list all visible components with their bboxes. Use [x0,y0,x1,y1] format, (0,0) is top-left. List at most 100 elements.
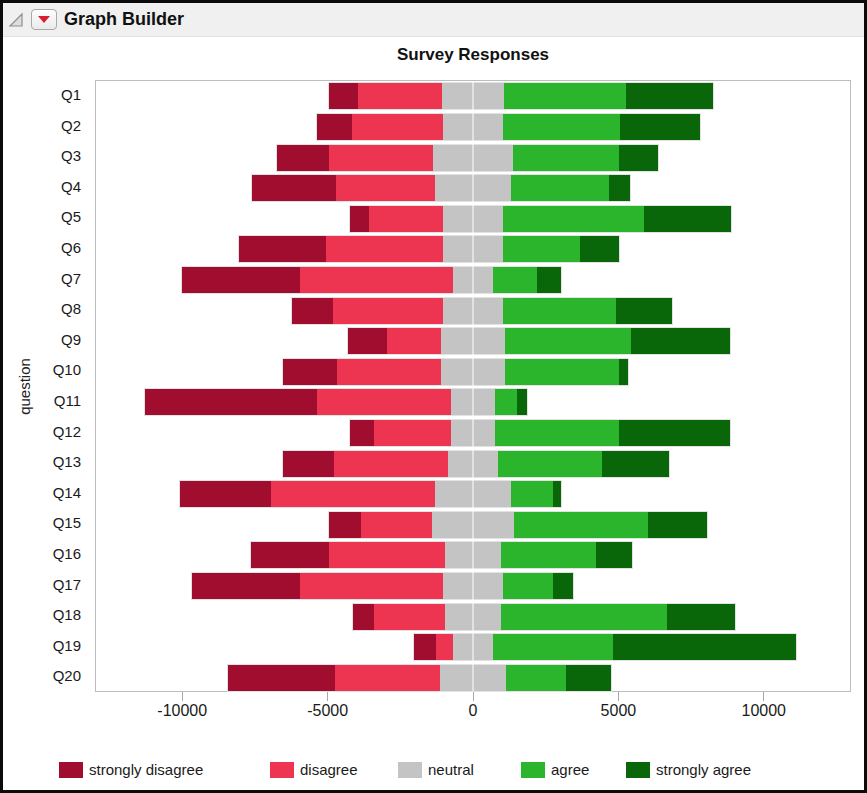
bar-segment-neutral[interactable] [443,298,502,324]
bar-q20[interactable] [228,665,611,691]
bar-segment-neutral[interactable] [441,328,505,354]
bar-segment-strongly-agree[interactable] [580,236,619,262]
bar-segment-strongly-disagree[interactable] [239,236,326,262]
bar-segment-strongly-agree[interactable] [566,665,611,691]
bar-segment-strongly-disagree[interactable] [317,114,352,140]
bar-segment-agree[interactable] [511,175,608,201]
bar-segment-strongly-agree[interactable] [626,83,713,109]
bar-segment-strongly-agree[interactable] [619,145,658,171]
bar-segment-strongly-disagree[interactable] [329,83,358,109]
bar-segment-strongly-disagree[interactable] [329,512,361,538]
bar-segment-agree[interactable] [505,359,620,385]
bar-q13[interactable] [283,451,669,477]
bar-q8[interactable] [292,298,672,324]
bar-segment-disagree[interactable] [326,236,443,262]
bar-segment-agree[interactable] [495,389,517,415]
bar-segment-neutral[interactable] [451,389,496,415]
bar-segment-neutral[interactable] [433,145,513,171]
bar-segment-strongly-disagree[interactable] [192,573,301,599]
bar-segment-strongly-disagree[interactable] [350,206,369,232]
bar-segment-strongly-disagree[interactable] [182,267,299,293]
bar-segment-disagree[interactable] [334,451,449,477]
bar-segment-disagree[interactable] [329,542,445,568]
bar-segment-disagree[interactable] [300,267,454,293]
legend-swatch-neutral[interactable] [398,762,422,778]
bar-segment-disagree[interactable] [336,175,435,201]
bar-segment-strongly-disagree[interactable] [292,298,333,324]
bar-segment-strongly-agree[interactable] [602,451,669,477]
bar-segment-neutral[interactable] [432,512,515,538]
bar-segment-strongly-disagree[interactable] [252,175,336,201]
bar-segment-disagree[interactable] [352,114,443,140]
bar-q18[interactable] [353,604,734,630]
bar-segment-strongly-agree[interactable] [644,206,731,232]
bar-segment-neutral[interactable] [451,420,496,446]
bar-q19[interactable] [414,634,795,660]
bar-segment-agree[interactable] [514,512,647,538]
bar-segment-agree[interactable] [503,236,580,262]
bar-segment-disagree[interactable] [271,481,435,507]
bar-q14[interactable] [180,481,561,507]
bar-segment-disagree[interactable] [374,604,445,630]
bar-segment-agree[interactable] [498,451,602,477]
bar-segment-agree[interactable] [506,665,565,691]
bar-q11[interactable] [145,389,528,415]
bar-segment-disagree[interactable] [337,359,441,385]
bar-segment-neutral[interactable] [443,573,504,599]
bar-segment-disagree[interactable] [374,420,451,446]
bar-segment-disagree[interactable] [300,573,442,599]
bar-segment-strongly-agree[interactable] [667,604,735,630]
bar-segment-strongly-disagree[interactable] [283,451,334,477]
legend-swatch-disagree[interactable] [270,762,294,778]
bar-segment-disagree[interactable] [333,298,443,324]
bar-segment-disagree[interactable] [329,145,433,171]
bar-segment-agree[interactable] [503,573,552,599]
bar-q17[interactable] [192,573,573,599]
bar-segment-disagree[interactable] [317,389,450,415]
bar-segment-strongly-agree[interactable] [609,175,631,201]
bar-q4[interactable] [252,175,630,201]
bar-segment-strongly-disagree[interactable] [145,389,318,415]
bar-segment-strongly-disagree[interactable] [348,328,387,354]
bar-segment-agree[interactable] [501,604,666,630]
legend-swatch-strongly-agree[interactable] [626,762,650,778]
bar-segment-neutral[interactable] [443,236,502,262]
bar-segment-strongly-disagree[interactable] [283,359,337,385]
bar-segment-strongly-disagree[interactable] [251,542,329,568]
bar-segment-neutral[interactable] [440,665,507,691]
bar-q2[interactable] [317,114,700,140]
bar-segment-neutral[interactable] [442,83,504,109]
bar-segment-neutral[interactable] [435,175,512,201]
bar-segment-strongly-disagree[interactable] [350,420,373,446]
bar-segment-disagree[interactable] [436,634,453,660]
bar-segment-strongly-agree[interactable] [596,542,632,568]
bar-segment-agree[interactable] [511,481,553,507]
bar-segment-neutral[interactable] [445,604,502,630]
bar-segment-strongly-agree[interactable] [619,420,731,446]
bar-segment-disagree[interactable] [358,83,442,109]
bar-q5[interactable] [350,206,731,232]
legend-swatch-strongly-disagree[interactable] [59,762,83,778]
bar-segment-disagree[interactable] [335,665,439,691]
bar-segment-neutral[interactable] [448,451,497,477]
bar-segment-strongly-disagree[interactable] [414,634,436,660]
bar-q12[interactable] [350,420,730,446]
plot-area[interactable] [95,80,851,692]
bar-segment-strongly-agree[interactable] [616,298,673,324]
bar-segment-neutral[interactable] [443,206,504,232]
bar-segment-strongly-agree[interactable] [631,328,730,354]
bar-q9[interactable] [348,328,729,354]
legend-swatch-agree[interactable] [521,762,545,778]
red-triangle-menu-button[interactable] [31,9,57,30]
bar-segment-agree[interactable] [495,420,618,446]
bar-segment-agree[interactable] [493,267,538,293]
bar-segment-strongly-disagree[interactable] [180,481,271,507]
bar-segment-strongly-agree[interactable] [620,114,700,140]
bar-q7[interactable] [182,267,560,293]
bar-segment-strongly-agree[interactable] [553,481,562,507]
bar-segment-strongly-agree[interactable] [648,512,707,538]
bar-q3[interactable] [277,145,658,171]
bar-segment-strongly-agree[interactable] [613,634,796,660]
bar-segment-neutral[interactable] [445,542,500,568]
bar-segment-agree[interactable] [503,206,644,232]
